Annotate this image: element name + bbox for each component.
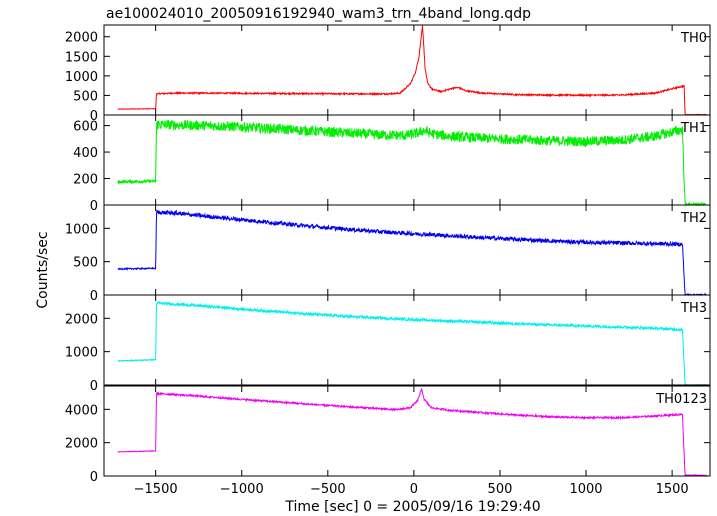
y-tick-label: 1000 [65, 346, 98, 361]
x-tick-label: 1500 [656, 482, 689, 497]
panel-th3: 0 1000 2000 TH3 [65, 294, 711, 394]
y-tick-label: 600 [73, 120, 98, 135]
panel-label: TH1 [680, 121, 707, 136]
panel-frame-th0 [103, 24, 711, 116]
series-line-th3 [117, 301, 707, 387]
x-tick-label: 0 [410, 482, 418, 497]
y-tick-label: 500 [73, 89, 98, 104]
panel-th0: 0 500 1000 1500 2000 TH0 [65, 24, 711, 124]
panel-frame-th1 [103, 114, 711, 206]
panel-th0123: 0 2000 4000 TH0123 [65, 385, 711, 485]
panel-frame-th3 [103, 294, 711, 386]
chart-title: ae100024010_20050916192940_wam3_trn_4ban… [106, 6, 531, 22]
x-tick-label: 500 [488, 482, 513, 497]
panel-label: TH2 [680, 211, 707, 226]
y-tick-label: 0 [90, 199, 98, 214]
panel-label: TH3 [680, 301, 707, 316]
panel-frame-th0123 [103, 385, 711, 477]
y-axis-label: Counts/sec [35, 231, 51, 308]
y-tick-label: 2000 [65, 437, 98, 452]
x-tick-label: 1000 [569, 482, 602, 497]
y-tick-label: 500 [73, 256, 98, 271]
panel-frame-th2 [103, 204, 711, 296]
panel-th1: 0 200 400 600 TH1 [73, 114, 711, 214]
y-tick-label: 1000 [65, 70, 98, 85]
x-tick-label: −1500 [134, 482, 178, 497]
panels: 0 500 1000 1500 2000 TH0 0 200 400 600 TH1 0 500 1000… [65, 24, 711, 497]
y-tick-label: 200 [73, 173, 98, 188]
panel-label: TH0123 [655, 392, 707, 407]
series-line-th1 [117, 119, 707, 207]
y-tick-label: 2000 [65, 312, 98, 327]
y-tick-label: 4000 [65, 403, 98, 418]
series-line-th2 [117, 209, 707, 297]
y-tick-label: 400 [73, 146, 98, 161]
x-axis-label: Time [sec] 0 = 2005/09/16 19:29:40 [284, 499, 540, 515]
x-tick-label: −500 [310, 482, 346, 497]
series-line-th0 [117, 25, 707, 116]
y-tick-label: 2000 [65, 31, 98, 46]
series-line-th0123 [117, 387, 707, 477]
y-tick-label: 0 [90, 379, 98, 394]
panel-th2: 0 500 1000 TH2 [65, 204, 711, 304]
y-tick-label: 0 [90, 289, 98, 304]
panel-label: TH0 [680, 31, 707, 46]
y-tick-label: 1500 [65, 50, 98, 65]
y-tick-label: 0 [90, 470, 98, 485]
y-tick-label: 0 [90, 109, 98, 124]
y-tick-label: 1000 [65, 222, 98, 237]
x-tick-label: −1000 [220, 482, 264, 497]
